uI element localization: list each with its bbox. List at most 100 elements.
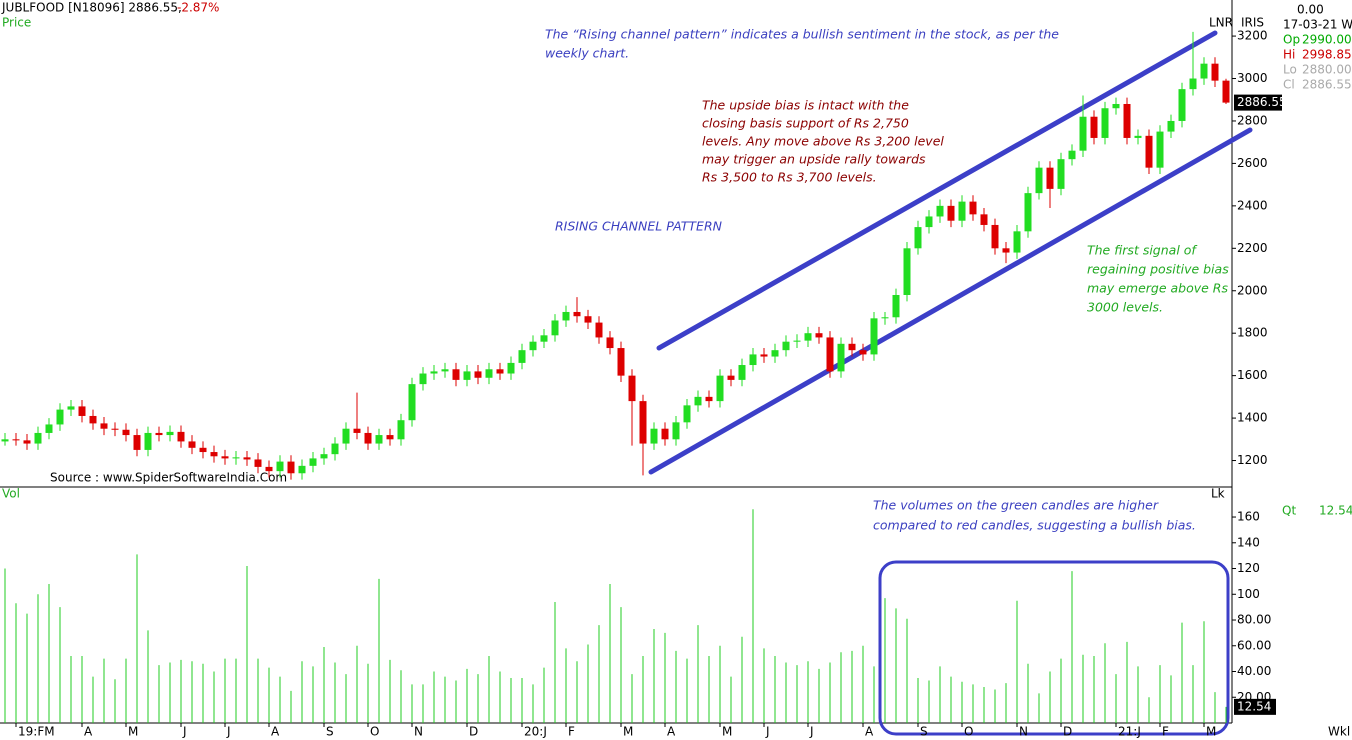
candle-body	[1, 439, 9, 442]
x-tick-label: J	[809, 725, 814, 739]
x-tick-label: J	[226, 725, 231, 739]
annotation: RISING CHANNEL PATTERN	[555, 219, 723, 234]
annotation: compared to red candles, suggesting a bu…	[873, 518, 1196, 533]
annotation: The upside bias is intact with the	[702, 98, 909, 113]
channel-upper	[656, 30, 1218, 351]
candle-body	[111, 428, 119, 430]
y2-tick-label: 100	[1237, 587, 1260, 601]
annotation: The first signal of	[1087, 243, 1197, 258]
x-tick-label: D	[1063, 725, 1072, 739]
candle-body	[276, 461, 284, 472]
ohlc-value: 2998.85	[1302, 48, 1352, 62]
y-tick-label: 1200	[1237, 453, 1268, 467]
y-tick-label: 1400	[1237, 411, 1268, 425]
annotation: levels. Any move above Rs 3,200 level	[702, 134, 944, 149]
price-label: Price	[2, 16, 31, 30]
candle-body	[1156, 131, 1164, 168]
candle-body	[1079, 116, 1087, 151]
annotation: The “Rising channel pattern” indicates a…	[545, 27, 1059, 42]
annotation: Rs 3,500 to Rs 3,700 levels.	[702, 170, 877, 185]
volume-highlight-box	[878, 560, 1230, 736]
chart-title: JUBLFOOD [N18096] 2886.55,	[1, 1, 182, 15]
candle-body	[782, 341, 790, 351]
indicator: IRIS	[1241, 16, 1264, 30]
candle-body	[947, 205, 955, 221]
candle-body	[1178, 89, 1186, 121]
candle-body	[144, 432, 152, 450]
annotation: weekly chart.	[545, 46, 629, 61]
volume-tag: 12.54	[1237, 699, 1271, 713]
candle-body	[1134, 135, 1142, 138]
candle-body	[89, 415, 97, 424]
x-tick-label: F	[568, 725, 575, 739]
candle-body	[1057, 159, 1065, 189]
x-tick-label: M	[722, 725, 732, 739]
y-tick-label: 2200	[1237, 241, 1268, 255]
candle-body	[375, 435, 383, 444]
candle-body	[738, 365, 746, 380]
candle-body	[925, 216, 933, 228]
candle-body	[1222, 80, 1230, 103]
x-tick-label: F	[1162, 725, 1169, 739]
x-tick-label: O	[964, 725, 973, 739]
candle-body	[100, 423, 108, 429]
x-tick-label: M	[1206, 725, 1216, 739]
y-tick-label: 1600	[1237, 368, 1268, 382]
candle-body	[771, 350, 779, 357]
candle-body	[507, 362, 515, 374]
y-tick-label: 2400	[1237, 198, 1268, 212]
candle-body	[34, 432, 42, 444]
candle-body	[408, 384, 416, 421]
candle-body	[991, 224, 999, 249]
qt-value: 12.54	[1319, 504, 1352, 518]
y-tick-label: 2800	[1237, 113, 1268, 127]
candle-body	[606, 337, 614, 349]
candle-body	[595, 322, 603, 338]
y-tick-label: 3000	[1237, 71, 1268, 85]
candle-body	[672, 422, 680, 440]
candle-body	[342, 428, 350, 444]
change: -2.87%	[177, 1, 219, 15]
candle-body	[56, 409, 64, 425]
candle-body	[45, 424, 53, 433]
ohlc-label: Op	[1283, 33, 1300, 47]
candle-body	[1046, 167, 1054, 189]
candle-body	[166, 431, 174, 436]
candle-body	[452, 369, 460, 380]
candle-body	[485, 369, 493, 378]
indicator: LNR	[1209, 16, 1233, 30]
y2-tick-label: 60.00	[1237, 638, 1271, 652]
x-tick-label: N	[1019, 725, 1028, 739]
x-tick-label: 19:FM	[18, 725, 55, 739]
candle-body	[397, 420, 405, 440]
candle-body	[793, 340, 801, 342]
candle-body	[463, 371, 471, 380]
candle-body	[177, 431, 185, 442]
candle-body	[804, 333, 812, 341]
price-tag: 2886.55	[1237, 95, 1287, 109]
candle-body	[826, 337, 834, 372]
candle-body	[287, 461, 295, 474]
candle-body	[155, 432, 163, 436]
x-tick-label: S	[920, 725, 928, 739]
candle-body	[199, 447, 207, 453]
y-tick-label: 1800	[1237, 326, 1268, 340]
candle-body	[529, 341, 537, 351]
x-tick-label: A	[667, 725, 676, 739]
y-tick-label: 2600	[1237, 156, 1268, 170]
x-tick-label: O	[370, 725, 379, 739]
x-tick-label: 20:J	[524, 725, 547, 739]
x-tick-label: J	[765, 725, 770, 739]
price-tag-bg	[1234, 94, 1282, 111]
annotation: 3000 levels.	[1087, 300, 1163, 315]
annotation: may emerge above Rs	[1087, 281, 1228, 296]
candle-body	[353, 428, 361, 433]
ohlc-value: 2880.00	[1302, 63, 1352, 77]
wkl-label: Wkl	[1328, 725, 1350, 739]
candle-body	[419, 373, 427, 385]
candle-body	[870, 318, 878, 355]
y2-tick-label: 160	[1237, 510, 1260, 524]
candle-body	[628, 375, 636, 402]
candle-body	[188, 441, 196, 448]
x-tick-label: J	[182, 725, 187, 739]
